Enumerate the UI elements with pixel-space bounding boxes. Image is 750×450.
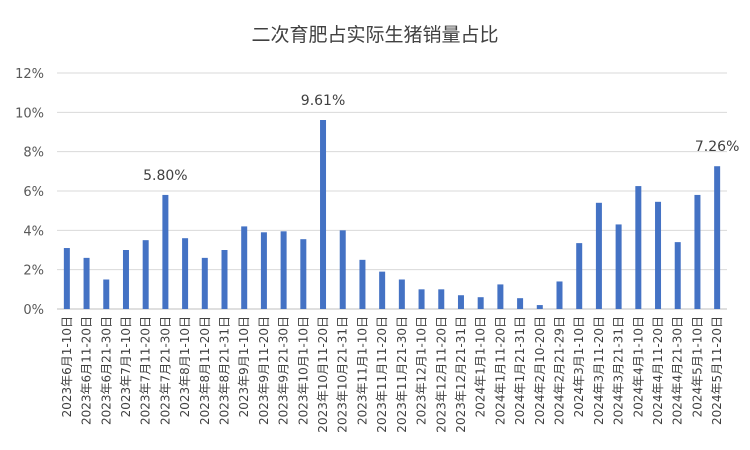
bar [674,242,681,309]
bar [438,289,445,309]
bar [457,295,464,309]
bar [655,201,662,309]
x-tick-label: 2023年7月1-10日 [119,316,133,417]
bar [359,259,366,309]
x-tick-label: 2023年8月11-20日 [198,316,212,425]
data-label: 9.61% [301,93,345,109]
x-tick-label: 2023年11月1-10日 [355,316,369,425]
bar [122,250,129,309]
y-tick-label: 0% [23,303,44,318]
x-tick-label: 2024年4月1-10日 [631,316,645,417]
bar [418,289,425,309]
bar [201,257,208,309]
x-tick-label: 2023年7月21-30日 [158,316,172,425]
bar [182,238,189,309]
gridlines [57,72,727,271]
x-tick-label: 2023年10月21-31日 [336,316,350,433]
x-tick-label: 2023年7月11-20日 [139,316,153,425]
x-tick-label: 2024年3月1-10日 [572,316,586,417]
x-tick-label: 2023年11月21-30日 [395,316,409,433]
bar [280,231,287,309]
y-tick-label: 2% [23,264,44,279]
x-tick-label: 2024年5月11-20日 [710,316,724,425]
data-label: 5.80% [143,168,187,184]
bar [477,297,484,309]
bar [221,250,228,309]
x-tick-label: 2024年2月10-20日 [533,316,547,425]
y-tick-label: 8% [23,146,44,161]
bar [103,279,110,309]
x-tick-label: 2023年10月1-10日 [296,316,310,425]
axes: 0% 2% 4% 6% 8% 10% 12% [15,67,727,318]
bar [260,232,267,309]
x-tick-label: 2023年9月1-10日 [237,316,251,417]
bar [162,194,169,309]
y-tick-label: 10% [15,106,44,121]
x-tick-label: 2024年1月11-20日 [493,316,507,425]
y-tick-label: 6% [23,185,44,200]
bar [714,166,721,309]
bar [615,224,622,309]
bar [241,226,248,309]
x-tick-label: 2024年5月1-10日 [690,316,704,417]
bar [497,284,504,309]
x-tick-label: 2024年3月11-20日 [592,316,606,425]
labels: 2023年6月1-10日 2023年6月11-20日 2023年6月21-30日 20… [60,93,740,433]
x-tick-label: 2024年1月1-10日 [474,316,488,417]
bar [83,257,90,309]
bar [635,186,642,309]
x-tick-label: 2023年12月21-31日 [454,316,468,433]
x-tick-label: 2023年8月1-10日 [178,316,192,417]
x-tick-label: 2023年8月21-31日 [218,316,232,425]
bar [142,240,149,309]
bar [379,271,386,309]
bar [300,239,307,309]
bar [694,194,701,309]
x-tick-label: 2024年1月21-31日 [513,316,527,425]
data-label: 7.26% [695,139,739,155]
x-tick-label: 2024年4月21-30日 [671,316,685,425]
bar [576,243,583,309]
bar [398,279,405,309]
x-tick-label: 2023年6月11-20日 [80,316,94,425]
bar [595,202,602,309]
x-tick-label: 2023年9月11-20日 [257,316,271,425]
bar [556,281,563,309]
x-tick-label: 2024年3月21-31日 [612,316,626,425]
y-tick-label: 12% [15,67,44,82]
y-tick-label: 4% [23,224,44,239]
bar [63,248,70,309]
bar [339,230,346,309]
bar [517,298,524,309]
bar [536,305,543,309]
x-tick-label: 2023年9月21-30日 [277,316,291,425]
x-tick-label: 2024年2月21-29日 [553,316,567,425]
x-tick-label: 2023年12月11-20日 [434,316,448,433]
bars [63,120,721,310]
x-tick-label: 2023年10月11-20日 [316,316,330,433]
x-tick-label: 2023年6月21-30日 [99,316,113,425]
x-tick-label: 2023年6月1-10日 [60,316,74,417]
chart-title: 二次育肥占实际生猪销量占比 [251,24,499,46]
bar [320,120,327,310]
x-tick-label: 2023年12月1-10日 [415,316,429,425]
x-tick-label: 2023年11月11-20日 [375,316,389,433]
x-tick-label: 2024年4月11-20日 [651,316,665,425]
